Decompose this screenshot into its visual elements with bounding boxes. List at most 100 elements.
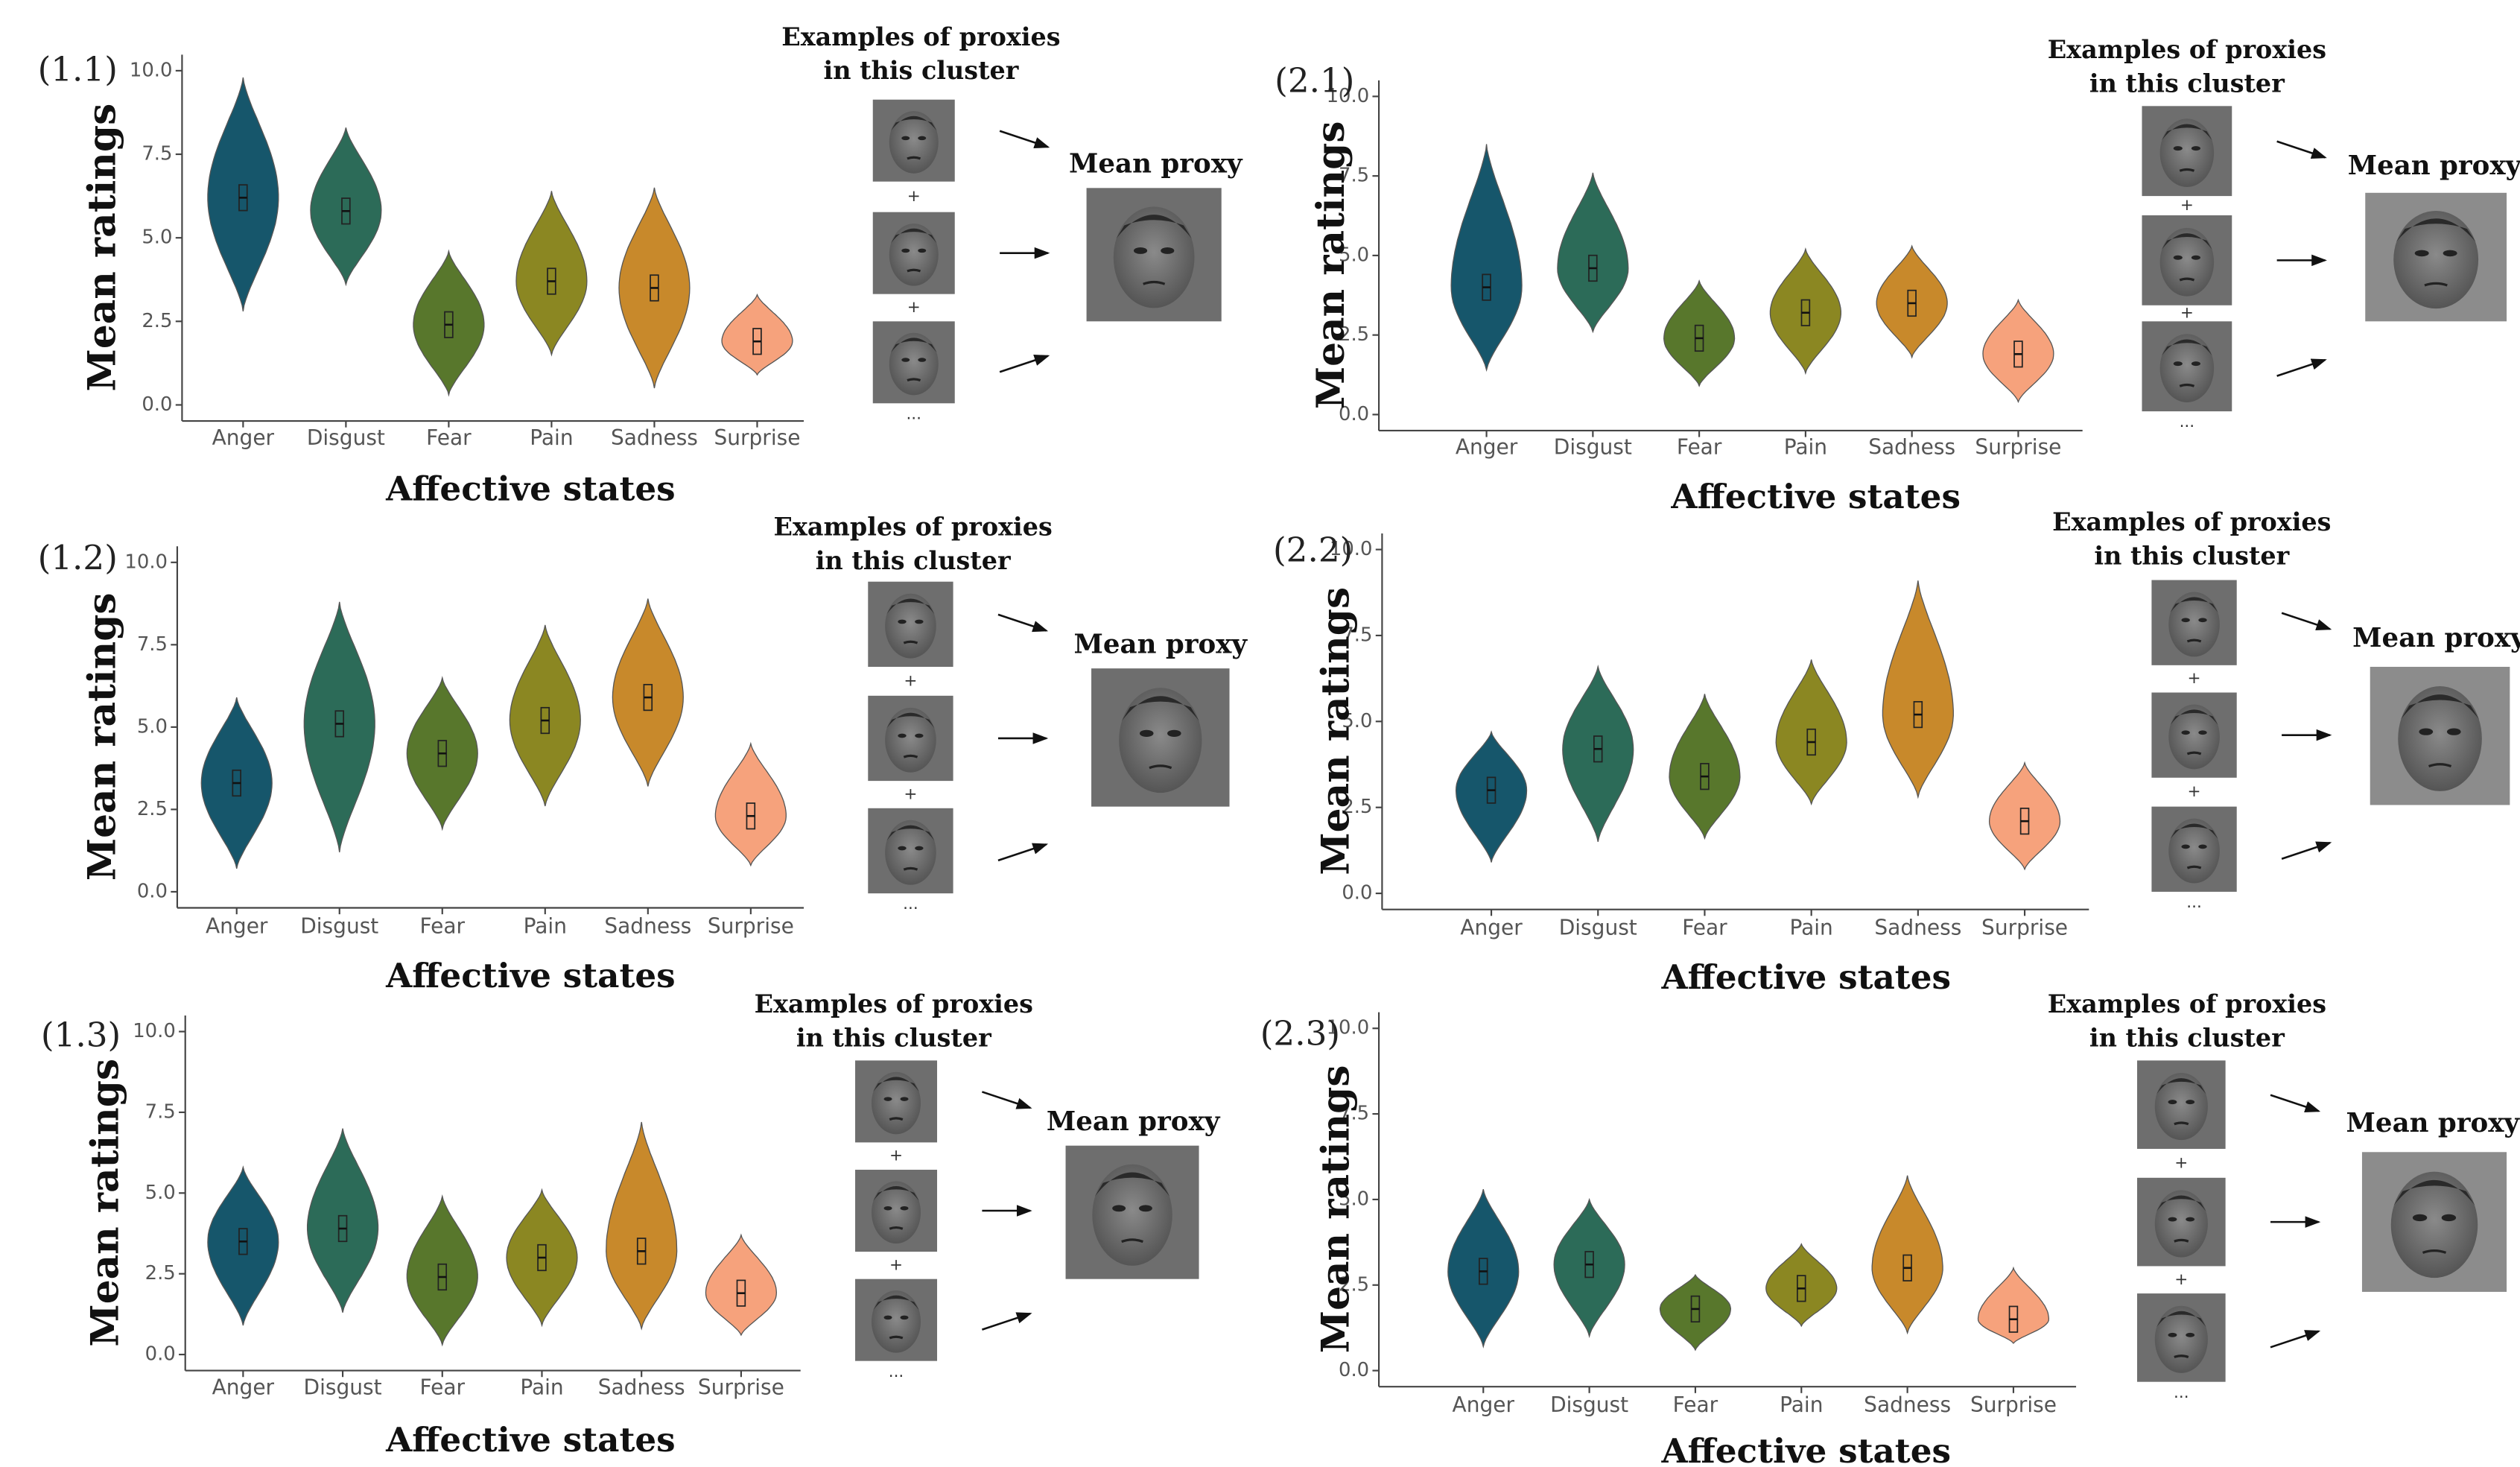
face-image <box>2151 580 2237 665</box>
violin <box>509 624 581 807</box>
violin <box>515 191 588 357</box>
x-tick-label: Sadness <box>611 425 698 450</box>
face-image <box>868 581 953 667</box>
x-tick-label: Surprise <box>714 425 800 450</box>
face-eye <box>898 846 907 851</box>
violin <box>606 1121 678 1331</box>
face-image <box>2151 806 2237 892</box>
x-tick-label: Sadness <box>1864 1392 1951 1417</box>
x-tick-label: Pain <box>524 913 567 938</box>
face-eye <box>2181 618 2190 623</box>
face-hair <box>890 115 937 131</box>
panel-label: (2.1) <box>1275 61 1354 101</box>
face-eye <box>900 1097 909 1101</box>
arrow <box>2276 358 2327 377</box>
face-image <box>872 99 955 182</box>
face-eye <box>2419 728 2434 735</box>
x-tick-label: Disgust <box>1559 916 1637 940</box>
y-tick-label: 2.5 <box>1339 1273 1369 1296</box>
ellipsis: ... <box>2180 413 2195 431</box>
face-eye <box>2198 730 2207 735</box>
ellipsis: ... <box>2174 1384 2189 1402</box>
face-image <box>2361 1152 2507 1292</box>
y-tick-label: 10.0 <box>133 1020 176 1042</box>
arrow <box>981 1312 1032 1331</box>
face-mouth <box>903 640 918 644</box>
violin <box>1982 298 2054 403</box>
examples-label: Examples of proxies <box>2048 989 2326 1018</box>
x-tick-label: Sadness <box>598 1375 685 1399</box>
face-mouth <box>903 866 918 871</box>
face-hair <box>2162 124 2212 141</box>
x-tick-label: Pain <box>1780 1392 1823 1417</box>
x-axis-title: Affective states <box>1660 1430 1951 1467</box>
panel-label: (1.1) <box>38 50 118 89</box>
face-eye <box>898 733 907 738</box>
face-hair <box>2156 1078 2206 1094</box>
face-hair <box>886 825 935 841</box>
face-image <box>2365 192 2507 322</box>
ellipsis: ... <box>906 405 921 423</box>
face-mouth <box>907 378 921 382</box>
plus-sign: + <box>2174 1270 2188 1289</box>
face-shape <box>2390 1171 2478 1279</box>
face-image <box>2151 692 2237 778</box>
y-axis-title: Mean ratings <box>83 1059 128 1347</box>
face-hair <box>1094 1172 1170 1197</box>
face-eye <box>2173 146 2183 151</box>
plus-sign: + <box>904 785 917 803</box>
y-tick-label: 2.5 <box>145 1262 176 1284</box>
face-eye <box>2443 250 2457 257</box>
x-axis-title: Affective states <box>1670 476 1961 516</box>
face-eye <box>2181 730 2190 735</box>
face-hair <box>873 1077 919 1092</box>
face-eye <box>1161 247 1175 254</box>
face-eye <box>2198 844 2207 849</box>
arrow <box>999 355 1050 373</box>
face-hair <box>1116 215 1192 239</box>
violin <box>1769 247 1841 376</box>
face-eye <box>915 619 924 624</box>
face-shape <box>885 593 936 659</box>
face-hair <box>2396 218 2476 242</box>
face-mouth <box>2424 282 2448 287</box>
x-tick-label: Sadness <box>604 913 691 938</box>
y-tick-label: 10.0 <box>1327 1017 1370 1039</box>
face-mouth <box>889 1335 904 1340</box>
violin <box>1659 1273 1732 1352</box>
face-image <box>1086 188 1222 322</box>
face-eye <box>1112 1205 1126 1212</box>
plus-sign: + <box>2180 304 2194 323</box>
x-tick-label: Anger <box>1453 1392 1515 1417</box>
y-tick-label: 5.0 <box>145 1182 176 1204</box>
arrow <box>2276 140 2327 159</box>
y-axis-title: Mean ratings <box>79 104 124 392</box>
arrow <box>2270 1330 2321 1349</box>
plus-sign: + <box>2174 1153 2188 1172</box>
face-shape <box>2154 1305 2208 1373</box>
x-axis-title: Affective states <box>385 468 676 508</box>
y-tick-label: 7.5 <box>1342 624 1372 646</box>
face-mouth <box>1149 764 1172 770</box>
face-hair <box>2156 1311 2206 1328</box>
face-image <box>872 212 955 294</box>
face-eye <box>2191 255 2200 260</box>
examples-label: Examples of proxies <box>774 513 1053 542</box>
y-tick-label: 2.5 <box>137 798 168 820</box>
face-mouth <box>907 156 921 160</box>
face-hair <box>2401 694 2480 720</box>
x-tick-label: Anger <box>206 913 268 938</box>
face-hair <box>2170 597 2218 612</box>
face-image <box>2137 1293 2226 1382</box>
face-image <box>868 808 953 894</box>
face-eye <box>915 733 924 738</box>
x-axis-title: Affective states <box>385 1419 676 1460</box>
plus-sign: + <box>904 671 917 690</box>
face-hair <box>1121 696 1199 721</box>
x-axis-title: Affective states <box>385 955 676 995</box>
x-tick-label: Anger <box>1460 916 1523 940</box>
arrow <box>997 843 1049 862</box>
face-shape <box>872 1181 921 1244</box>
violin <box>207 77 279 312</box>
panel-label: (2.2) <box>1273 530 1353 569</box>
